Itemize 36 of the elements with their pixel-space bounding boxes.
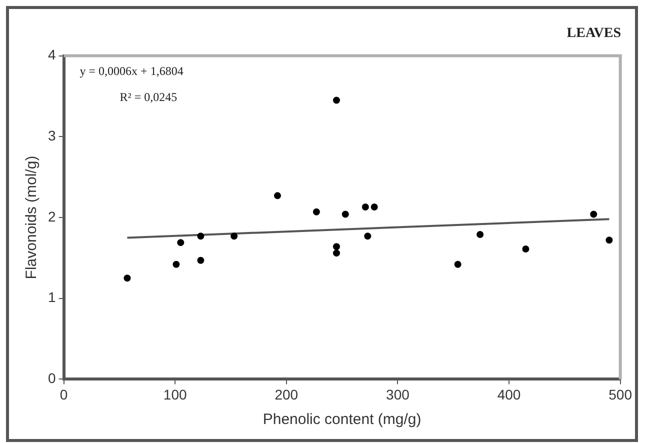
point <box>274 192 281 200</box>
point <box>476 230 484 238</box>
y-tick-label: 3 <box>48 128 56 144</box>
point <box>332 250 340 257</box>
point <box>362 203 369 210</box>
y-axis-title: Flavonoids (mol/g) <box>23 156 40 280</box>
point <box>590 210 598 218</box>
point <box>332 96 340 104</box>
x-tick-label: 500 <box>608 386 632 402</box>
x-axis-title: Phenolic content (mg/g) <box>262 411 422 428</box>
point <box>312 208 320 216</box>
point <box>522 246 530 253</box>
chart-title: LEAVES <box>566 26 622 42</box>
point <box>454 260 462 268</box>
y-tick-label: 4 <box>48 46 56 63</box>
x-tick-label: 300 <box>386 386 410 402</box>
x-tick-label: 200 <box>274 386 298 402</box>
point <box>370 203 378 210</box>
point <box>177 239 184 246</box>
point <box>606 236 613 244</box>
point <box>364 232 372 240</box>
x-tick-label: 400 <box>497 386 521 402</box>
point <box>172 260 180 268</box>
point <box>230 232 238 240</box>
y-tick-label: 2 <box>48 208 56 224</box>
x-tick-label: 100 <box>163 386 187 402</box>
point <box>197 232 204 240</box>
point <box>124 274 131 282</box>
y-tick-label: 1 <box>48 289 56 306</box>
annotation: R² = 0,0245 <box>120 90 178 104</box>
y-tick-label: 0 <box>48 370 56 386</box>
point <box>197 256 204 264</box>
x-tick-label: 0 <box>60 386 68 402</box>
point <box>342 210 349 218</box>
point <box>332 243 340 250</box>
annotation: y = 0,0006x + 1,6804 <box>80 64 184 78</box>
